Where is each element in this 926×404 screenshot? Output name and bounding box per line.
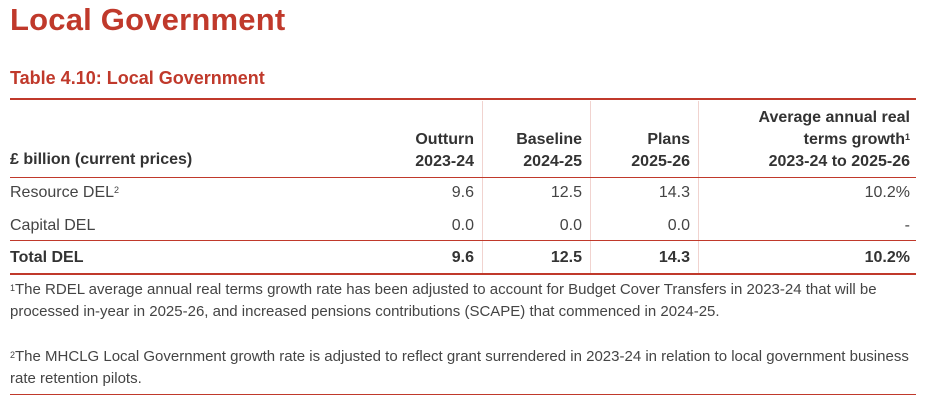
- cell-baseline: 12.5: [550, 184, 582, 201]
- page-title: Local Government: [10, 2, 286, 37]
- header-plans-line1: Plans: [647, 131, 690, 148]
- footnote-2: 2The MHCLG Local Government growth rate …: [10, 346, 916, 390]
- header-outturn-line2: 2023-24: [415, 153, 474, 170]
- column-separator: [698, 101, 699, 274]
- header-growth: Average annual real terms growth1 2023-2…: [759, 107, 910, 173]
- cell-plans: 0.0: [667, 217, 690, 234]
- footnote-text: The MHCLG Local Government growth rate i…: [10, 348, 909, 387]
- header-baseline: Baseline 2024-25: [516, 129, 582, 173]
- header-growth-line1: Average annual real: [758, 109, 910, 126]
- column-separator: [590, 101, 591, 274]
- cell-growth: 10.2%: [864, 184, 910, 201]
- header-bottom-rule: [10, 177, 916, 178]
- header-baseline-line2: 2024-25: [523, 153, 582, 170]
- table-bottom-rule: [10, 273, 916, 275]
- header-row-label: £ billion (current prices): [10, 151, 193, 168]
- footnote-mark: 2: [10, 350, 16, 360]
- cell-outturn: 0.0: [451, 217, 474, 234]
- cell-growth: -: [904, 217, 910, 234]
- table-top-rule: [10, 98, 916, 100]
- row-label-total-del: Total DEL: [10, 249, 84, 266]
- cell-outturn: 9.6: [451, 184, 474, 201]
- cell-outturn: 9.6: [451, 249, 474, 266]
- header-plans-line2: 2025-26: [631, 153, 690, 170]
- row-label-resource-del: Resource DEL2: [10, 184, 120, 201]
- cell-baseline: 0.0: [559, 217, 582, 234]
- header-growth-line2: terms growth: [803, 131, 905, 148]
- row-footnote-mark: 2: [114, 185, 120, 195]
- table-title: Table 4.10: Local Government: [10, 68, 265, 88]
- header-outturn-line1: Outturn: [415, 131, 474, 148]
- footnote-1: 1The RDEL average annual real terms grow…: [10, 279, 916, 323]
- cell-growth: 10.2%: [864, 249, 910, 266]
- header-outturn: Outturn 2023-24: [415, 129, 474, 173]
- row-label-capital-del: Capital DEL: [10, 217, 96, 234]
- header-growth-line3: 2023-24 to 2025-26: [768, 153, 910, 170]
- column-separator: [482, 101, 483, 274]
- header-baseline-line1: Baseline: [516, 131, 582, 148]
- footnotes-bottom-rule: [10, 394, 916, 395]
- cell-baseline: 12.5: [550, 249, 582, 266]
- cell-plans: 14.3: [658, 184, 690, 201]
- footnote-mark: 1: [10, 283, 16, 293]
- header-plans: Plans 2025-26: [631, 129, 690, 173]
- header-growth-footnote-mark: 1: [904, 132, 910, 142]
- cell-plans: 14.3: [658, 249, 690, 266]
- footnote-text: The RDEL average annual real terms growt…: [10, 281, 877, 320]
- total-top-rule: [10, 240, 916, 241]
